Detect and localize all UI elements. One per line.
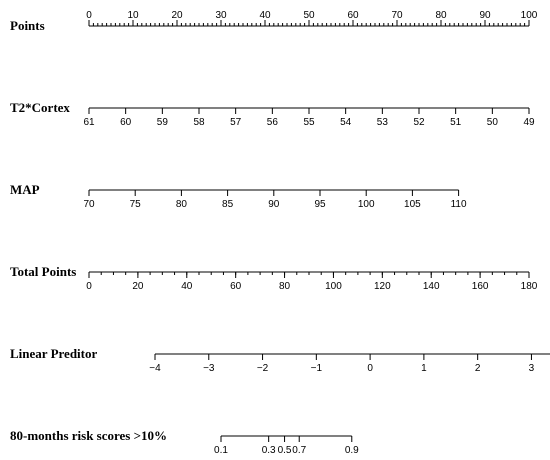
tick-label: 54 (340, 117, 352, 128)
tick-label: 61 (83, 117, 95, 128)
tick-label: 20 (132, 281, 144, 292)
tick-label: 50 (487, 117, 499, 128)
tick-label: 0 (86, 281, 92, 292)
tick-label: 40 (259, 10, 271, 21)
tick-label: 3 (529, 363, 535, 374)
axis-label-points: Points (10, 18, 45, 33)
tick-label: 80 (435, 10, 447, 21)
tick-label: 56 (267, 117, 279, 128)
tick-label: 49 (523, 117, 535, 128)
tick-label: 57 (230, 117, 242, 128)
tick-label: 0.5 (278, 445, 292, 456)
tick-label: 90 (268, 199, 280, 210)
tick-label: 0 (367, 363, 373, 374)
tick-label: 140 (423, 281, 440, 292)
axis-label-t2-cortex: T2*Cortex (10, 100, 70, 115)
tick-label: 55 (303, 117, 315, 128)
tick-label: 52 (413, 117, 425, 128)
tick-label: 100 (358, 199, 375, 210)
tick-label: 75 (130, 199, 142, 210)
tick-label: −4 (149, 363, 161, 374)
tick-label: 120 (374, 281, 391, 292)
tick-label: 0.3 (262, 445, 276, 456)
tick-label: 70 (83, 199, 95, 210)
axis-label-map: MAP (10, 182, 40, 197)
tick-label: 85 (222, 199, 234, 210)
tick-label: 0.7 (292, 445, 306, 456)
tick-label: 100 (521, 10, 538, 21)
tick-label: 100 (325, 281, 342, 292)
axis-label-linear-preditor: Linear Preditor (10, 346, 97, 361)
tick-label: 160 (472, 281, 489, 292)
tick-label: 51 (450, 117, 462, 128)
tick-label: 0.1 (214, 445, 228, 456)
tick-label: 110 (451, 199, 467, 210)
tick-label: 90 (479, 10, 491, 21)
tick-label: 80 (176, 199, 188, 210)
tick-label: 50 (303, 10, 315, 21)
tick-label: 59 (157, 117, 169, 128)
tick-label: 70 (391, 10, 403, 21)
tick-label: 60 (120, 117, 132, 128)
tick-label: 180 (521, 281, 538, 292)
axis-label-80-months-risk-scores-10: 80-months risk scores >10% (10, 428, 167, 443)
tick-label: 60 (347, 10, 359, 21)
tick-label: 53 (377, 117, 389, 128)
tick-label: −3 (203, 363, 215, 374)
tick-label: 80 (279, 281, 291, 292)
tick-label: 58 (193, 117, 205, 128)
tick-label: 20 (171, 10, 183, 21)
tick-label: 60 (230, 281, 242, 292)
tick-label: 30 (215, 10, 227, 21)
tick-label: −1 (311, 363, 323, 374)
tick-label: 1 (421, 363, 427, 374)
tick-label: −2 (257, 363, 269, 374)
tick-label: 2 (475, 363, 481, 374)
tick-label: 0.9 (345, 445, 359, 456)
tick-label: 105 (404, 199, 421, 210)
tick-label: 40 (181, 281, 193, 292)
axis-label-total-points: Total Points (10, 264, 76, 279)
tick-label: 95 (314, 199, 326, 210)
tick-label: 10 (127, 10, 139, 21)
tick-label: 0 (86, 10, 92, 21)
